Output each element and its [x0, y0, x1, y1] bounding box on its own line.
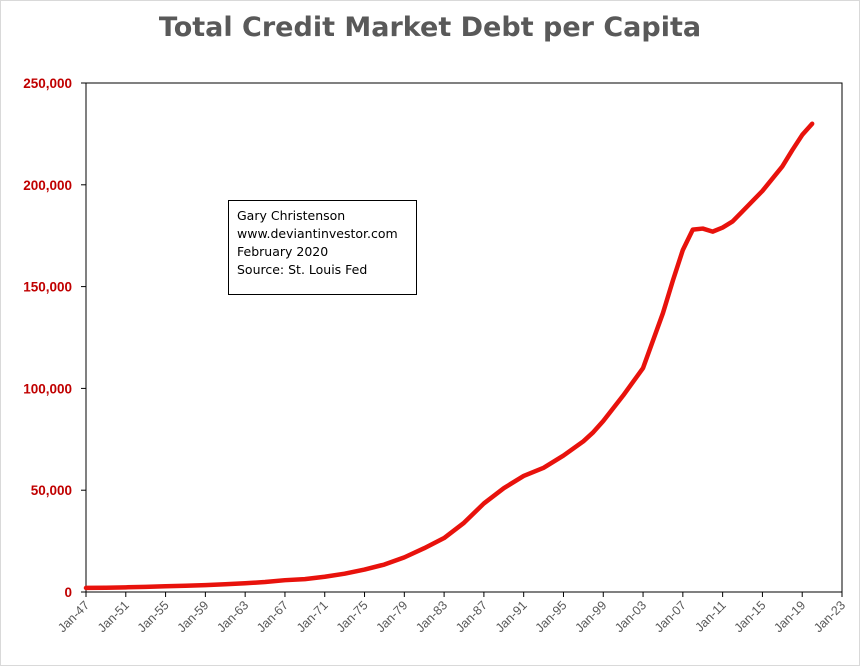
x-tick-label: Jan-99 [572, 598, 609, 635]
x-tick-label: Jan-67 [254, 598, 291, 635]
y-tick-label: 150,000 [23, 280, 72, 295]
y-tick-label: 250,000 [23, 76, 72, 91]
x-tick-label: Jan-75 [334, 598, 371, 635]
x-tick-label: Jan-03 [612, 598, 649, 635]
x-tick-label: Jan-19 [771, 598, 808, 635]
series-line [83, 121, 815, 591]
annotation-line-author: Gary Christenson [237, 208, 346, 223]
y-tick-label: 100,000 [23, 381, 72, 396]
x-tick-label: Jan-11 [692, 598, 728, 634]
annotation-box: Gary Christenson www.deviantinvestor.com… [228, 200, 417, 295]
annotation-line-website: www.deviantinvestor.com [237, 226, 398, 241]
x-tick-label: Jan-95 [533, 598, 570, 635]
chart-title: Total Credit Market Debt per Capita [158, 12, 702, 43]
x-tick-label: Jan-87 [453, 598, 490, 635]
x-tick-label: Jan-79 [374, 598, 411, 635]
x-tick-label: Jan-51 [95, 598, 132, 635]
x-tick-label: Jan-71 [294, 598, 331, 635]
x-tick-label: Jan-47 [55, 598, 92, 635]
x-tick-label: Jan-59 [175, 598, 212, 635]
y-tick-label: 0 [64, 585, 72, 600]
x-tick-label: Jan-15 [732, 598, 769, 635]
y-tick-label: 50,000 [31, 483, 72, 498]
plot-area-border [85, 82, 843, 593]
y-tick-label: 200,000 [23, 178, 72, 193]
annotation-line-date: February 2020 [237, 244, 329, 259]
x-tick-label: Jan-91 [493, 598, 530, 635]
x-tick-label: Jan-83 [413, 598, 450, 635]
x-tick-label: Jan-07 [652, 598, 689, 635]
x-tick-label: Jan-55 [135, 598, 172, 635]
x-tick-label: Jan-23 [811, 598, 848, 635]
x-tick-label: Jan-63 [214, 598, 251, 635]
annotation-line-source: Source: St. Louis Fed [237, 262, 368, 277]
